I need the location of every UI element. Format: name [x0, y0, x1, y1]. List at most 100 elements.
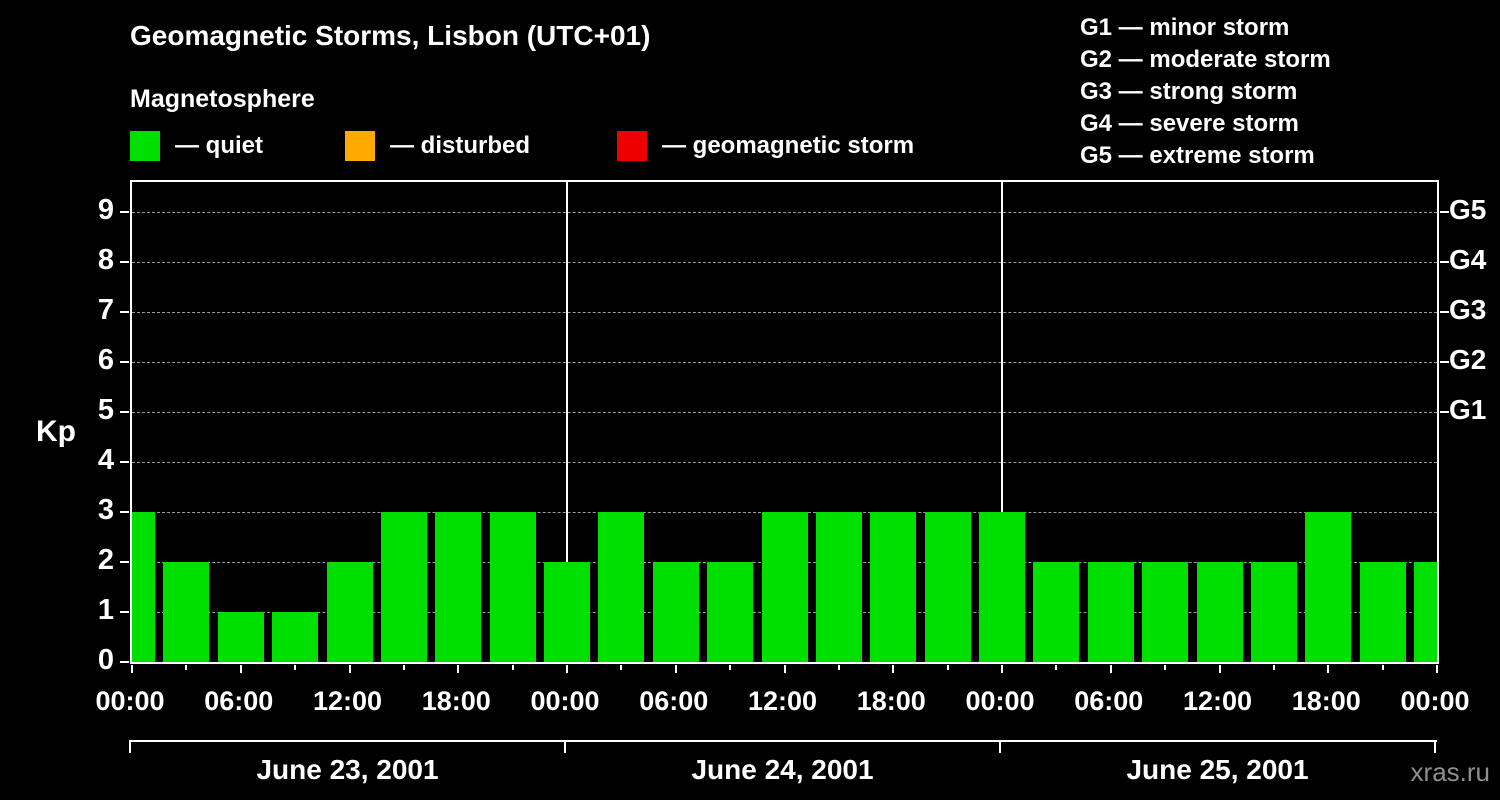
y-axis-tick	[120, 511, 129, 513]
legend-item: — disturbed	[345, 131, 530, 161]
x-tick-label: 18:00	[421, 686, 491, 716]
x-axis-minor-tick	[1381, 665, 1384, 670]
gridline	[132, 312, 1437, 313]
x-tick-label: 12:00	[312, 686, 383, 716]
y-tick-label: 3	[97, 494, 114, 526]
kp-bar	[652, 562, 699, 662]
date-label: June 25, 2001	[1126, 754, 1309, 785]
x-tick-label: 12:00	[747, 686, 818, 716]
x-tick-label: 12:00	[1182, 686, 1253, 716]
x-axis-minor-tick	[294, 665, 297, 670]
legend-swatch-icon	[345, 131, 375, 161]
x-axis-tick	[457, 665, 460, 673]
kp-bar	[870, 512, 917, 662]
y-tick-label: 4	[97, 444, 114, 476]
kp-bar	[489, 512, 536, 662]
y-axis-tick	[120, 661, 129, 663]
x-tick-label: 18:00	[856, 686, 926, 716]
date-axis-tick	[999, 740, 1001, 753]
y-axis-tick	[120, 611, 129, 613]
storm-scale-legend-line: G5 — extreme storm	[1080, 142, 1315, 169]
x-axis-minor-tick	[511, 665, 514, 670]
kp-bar	[1250, 562, 1297, 662]
date-axis-tick	[1434, 740, 1436, 753]
kp-bar	[924, 512, 971, 662]
x-axis-tick	[1001, 665, 1003, 673]
legend-swatch-icon	[617, 131, 647, 161]
gridline	[132, 412, 1437, 413]
g-scale-label: G2	[1449, 344, 1487, 375]
x-tick-label: 00:00	[95, 686, 165, 716]
g-scale-label: G1	[1449, 394, 1487, 425]
storm-scale-legend: G1 — minor storm G2 — moderate storm G3 — …	[1080, 12, 1331, 172]
kp-bar	[132, 512, 155, 662]
y-axis-tick	[120, 211, 129, 213]
y-axis-tick	[120, 311, 129, 313]
y-tick-label: 5	[97, 394, 114, 426]
right-axis-tick	[1440, 211, 1449, 213]
y-tick-label: 8	[97, 244, 114, 276]
y-tick-label: 9	[97, 194, 114, 226]
kp-bar	[1196, 562, 1243, 662]
x-axis-tick	[1218, 665, 1221, 673]
legend-item: — quiet	[130, 131, 263, 161]
x-tick-label: 18:00	[1291, 686, 1361, 716]
storm-scale-legend-line: G3 — strong storm	[1080, 78, 1298, 105]
right-axis-tick	[1440, 411, 1449, 413]
x-tick-label: 00:00	[1400, 686, 1470, 716]
magnetosphere-label: Magnetosphere	[130, 85, 315, 113]
gridline	[132, 262, 1437, 263]
x-axis-minor-tick	[620, 665, 623, 670]
kp-bar	[1359, 562, 1406, 662]
x-axis-tick	[239, 665, 242, 673]
gridline	[132, 462, 1437, 463]
x-tick-label: 00:00	[530, 686, 600, 716]
x-axis-minor-tick	[946, 665, 949, 670]
day-separator-line	[1001, 182, 1003, 662]
y-axis-tick	[120, 411, 129, 413]
x-axis-minor-tick	[185, 665, 188, 670]
x-tick-label: 06:00	[1074, 686, 1144, 716]
x-axis-tick	[566, 665, 568, 673]
x-axis-minor-tick	[1272, 665, 1275, 670]
y-tick-label: 0	[97, 644, 114, 676]
y-axis-tick	[120, 461, 129, 463]
y-axis-tick	[120, 561, 129, 563]
plot-area	[120, 180, 1449, 673]
date-label: June 24, 2001	[691, 754, 874, 785]
y-axis-tick	[120, 261, 129, 263]
date-axis-tick	[564, 740, 566, 753]
chart-title: Geomagnetic Storms, Lisbon (UTC+01)	[130, 20, 651, 51]
date-axis-tick	[129, 740, 131, 753]
x-axis-minor-tick	[729, 665, 732, 670]
kp-bar	[1305, 512, 1352, 662]
x-axis-tick	[131, 665, 133, 673]
kp-bar	[1033, 562, 1080, 662]
x-axis-minor-tick	[837, 665, 840, 670]
gridline	[132, 212, 1437, 213]
kp-bar	[217, 612, 264, 662]
kp-bar	[1414, 562, 1437, 662]
y-tick-label: 7	[97, 294, 114, 326]
legend-item: — geomagnetic storm	[617, 131, 914, 161]
g-scale-label: G3	[1449, 294, 1487, 325]
x-axis-tick	[1436, 665, 1438, 673]
x-tick-label: 06:00	[639, 686, 709, 716]
kp-bar	[380, 512, 427, 662]
right-axis-tick	[1440, 361, 1449, 363]
x-axis-tick	[348, 665, 351, 673]
x-axis-tick	[674, 665, 677, 673]
kp-bar	[544, 562, 590, 662]
y-axis-tick	[120, 361, 129, 363]
day-separator-line	[566, 182, 568, 662]
kp-bar	[1087, 562, 1134, 662]
storm-scale-legend-line: G2 — moderate storm	[1080, 46, 1331, 73]
date-label: June 23, 2001	[256, 754, 439, 785]
y-tick-label: 1	[97, 594, 114, 626]
watermark: xras.ru	[1410, 757, 1490, 787]
kp-bar	[272, 612, 319, 662]
kp-bar	[815, 512, 862, 662]
kp-color-legend: — quiet — disturbed — geomagnetic storm	[130, 131, 1030, 165]
x-tick-label: 00:00	[965, 686, 1035, 716]
